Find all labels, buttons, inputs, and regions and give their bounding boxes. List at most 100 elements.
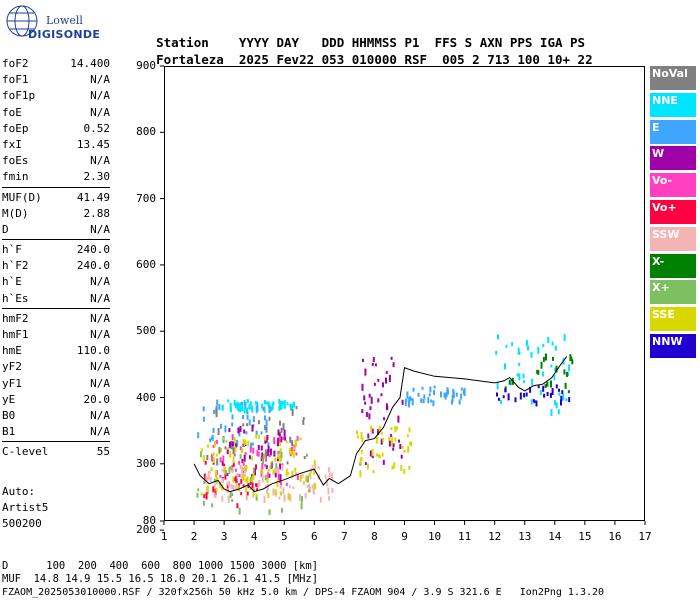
echo-point <box>232 485 235 491</box>
parameter-name: foF1p <box>2 89 36 103</box>
echo-point <box>233 437 236 444</box>
echo-point <box>265 438 268 443</box>
echo-point <box>377 378 380 382</box>
echo-point <box>224 446 227 450</box>
parameter-row: hmF1 N/A <box>2 327 110 343</box>
echo-point <box>244 402 247 407</box>
echo-point <box>223 463 226 467</box>
header-value-sounding: 005 2 713 100 10+ 22 <box>442 52 593 67</box>
footer-muf-line: MUF 14.8 14.9 15.5 16.5 18.0 20.1 26.1 4… <box>2 573 319 585</box>
parameter-name: hmF1 <box>2 328 29 341</box>
echo-point <box>246 407 248 414</box>
echo-point <box>278 496 281 500</box>
echo-point <box>247 440 250 447</box>
parameter-value: N/A <box>90 222 110 236</box>
echo-point <box>292 447 295 451</box>
echo-point <box>268 509 271 516</box>
parameter-row: h`F2 240.0 <box>2 258 110 274</box>
echo-point <box>228 480 231 487</box>
echo-point <box>540 361 543 369</box>
echo-point <box>406 434 409 438</box>
echo-point <box>293 401 295 408</box>
echo-point <box>557 409 560 415</box>
echo-point <box>497 334 499 340</box>
echo-point <box>279 442 281 447</box>
echo-point <box>383 417 386 421</box>
echo-point <box>205 476 208 484</box>
echo-point <box>527 345 529 351</box>
echo-point <box>279 420 281 426</box>
echo-point <box>393 462 396 469</box>
parameter-value: N/A <box>90 360 110 374</box>
echo-point <box>197 488 200 492</box>
echo-point <box>242 415 245 419</box>
echo-point <box>554 400 556 406</box>
echo-point <box>280 436 283 443</box>
echo-point <box>283 429 286 437</box>
echo-point <box>381 452 384 457</box>
parameter-name: MUF(D) <box>2 190 42 204</box>
echo-point <box>292 486 295 490</box>
echo-point <box>279 474 282 481</box>
parameter-name: h`E <box>2 275 22 289</box>
echo-point <box>221 468 224 472</box>
echo-point <box>458 399 461 405</box>
parameter-row: fxI 13.45 <box>2 137 110 153</box>
parameter-value: N/A <box>90 311 110 325</box>
echo-point <box>212 452 215 457</box>
echo-point <box>360 432 363 437</box>
echo-point <box>551 341 554 346</box>
echo-point <box>507 393 510 401</box>
echo-point <box>244 452 247 455</box>
echo-point <box>380 438 383 445</box>
echo-point <box>277 437 280 443</box>
echo-point <box>423 394 426 400</box>
echo-point <box>420 398 423 402</box>
echo-point <box>202 455 205 462</box>
echo-point <box>263 400 266 404</box>
echo-point <box>265 485 267 489</box>
echo-point <box>255 430 258 436</box>
echo-point <box>430 399 433 403</box>
echo-point <box>563 369 566 375</box>
echo-point <box>516 373 519 377</box>
echo-point <box>256 488 259 492</box>
parameter-row: h`E N/A <box>2 274 110 290</box>
echo-point <box>240 478 243 484</box>
echo-point <box>251 482 254 489</box>
echo-point <box>285 440 288 444</box>
echo-point <box>295 452 298 456</box>
echo-point <box>300 502 303 510</box>
echo-point <box>306 476 309 483</box>
echo-point <box>417 392 420 397</box>
echo-point <box>202 416 205 422</box>
echo-point <box>276 442 279 447</box>
echo-point <box>375 436 378 444</box>
x-tick-label: 8 <box>371 530 378 543</box>
echo-point <box>234 443 237 449</box>
echo-point <box>199 451 202 458</box>
echo-point <box>243 471 246 478</box>
echo-point <box>196 492 199 498</box>
echo-point <box>276 466 278 473</box>
echo-point <box>252 488 255 492</box>
echo-point <box>238 474 241 477</box>
echo-point <box>296 474 299 481</box>
parameter-name: B1 <box>2 425 16 439</box>
echo-point <box>303 456 306 459</box>
echo-point <box>219 485 222 489</box>
legend-item: W <box>650 146 696 171</box>
echo-point <box>302 417 305 420</box>
legend-item: NoVal <box>650 66 696 90</box>
echo-point <box>249 481 252 485</box>
echo-point <box>420 400 423 403</box>
echo-point <box>367 433 370 439</box>
echo-point <box>568 364 571 372</box>
echo-point <box>233 477 236 482</box>
echo-point <box>252 416 255 423</box>
echo-point <box>305 475 308 483</box>
legend-item: E <box>650 119 696 144</box>
echo-point <box>400 465 403 472</box>
echo-point <box>221 405 224 411</box>
echo-point <box>222 455 225 462</box>
